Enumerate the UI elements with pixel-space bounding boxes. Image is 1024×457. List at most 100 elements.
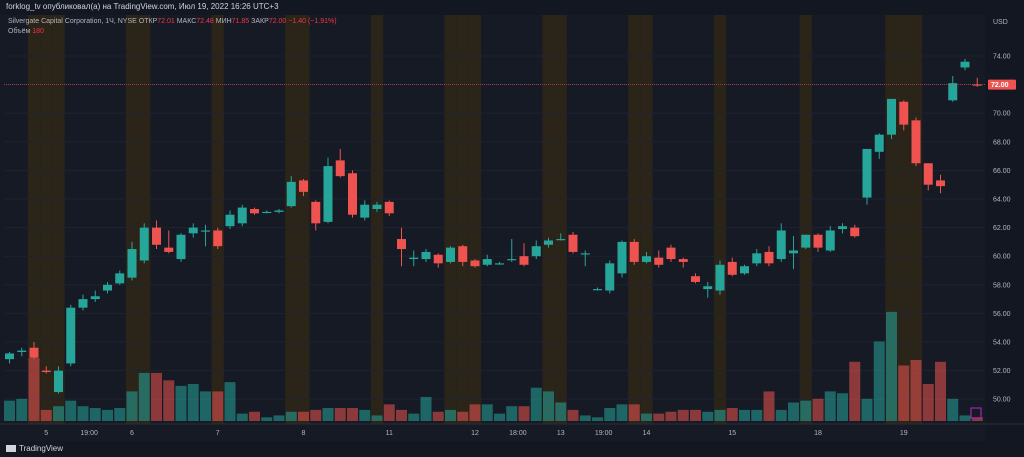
candle-body[interactable] (678, 259, 688, 262)
volume-bar (432, 411, 444, 421)
settings-marker-icon[interactable] (970, 407, 982, 419)
candle-body[interactable] (544, 240, 553, 245)
candle-body[interactable] (580, 253, 590, 255)
candle-body[interactable] (360, 204, 370, 218)
candle-body[interactable] (311, 201, 321, 224)
session-shade (211, 15, 224, 424)
candle-body[interactable] (666, 247, 676, 260)
y-tick-label: 52.00 (993, 368, 1011, 375)
tradingview-logo[interactable]: TradingView (6, 444, 63, 453)
candle-body[interactable] (740, 266, 749, 274)
candle-body[interactable] (164, 247, 174, 252)
candle-body[interactable] (250, 209, 259, 214)
candle-body[interactable] (887, 98, 896, 135)
currency-label: USD (993, 19, 1008, 26)
volume-bar (298, 411, 309, 421)
volume-bar (506, 406, 518, 421)
candle-body[interactable] (960, 61, 970, 68)
candle-body[interactable] (617, 241, 627, 274)
candle-body[interactable] (348, 173, 357, 215)
candle-body[interactable] (764, 251, 774, 264)
candle-body[interactable] (899, 101, 909, 125)
candle-body[interactable] (519, 256, 529, 265)
candle-body[interactable] (299, 180, 308, 192)
candle-body[interactable] (605, 263, 615, 291)
candle-body[interactable] (470, 260, 480, 267)
candle-body[interactable] (225, 214, 235, 227)
candle-body[interactable] (936, 180, 945, 187)
candle-body[interactable] (629, 241, 639, 262)
candle-body[interactable] (703, 286, 713, 290)
candle-body[interactable] (188, 227, 198, 234)
volume-bar (469, 404, 481, 421)
candle-body[interactable] (850, 227, 860, 237)
candle-body[interactable] (41, 370, 51, 373)
candle-body[interactable] (654, 257, 664, 265)
y-tick-label: 68.00 (993, 139, 1011, 146)
session-shade (909, 15, 923, 424)
y-tick-label: 70.00 (993, 111, 1011, 118)
candle-body[interactable] (384, 201, 394, 214)
candle-body[interactable] (593, 289, 602, 291)
candle-body[interactable] (152, 227, 161, 245)
candle-body[interactable] (29, 347, 39, 358)
candle-body[interactable] (323, 166, 333, 222)
candle-body[interactable] (813, 234, 823, 248)
candle-body[interactable] (972, 84, 982, 86)
candle-body[interactable] (691, 276, 700, 282)
candle-body[interactable] (446, 247, 455, 262)
candle-body[interactable] (115, 273, 125, 284)
volume-bar (702, 411, 714, 421)
candle-body[interactable] (862, 148, 872, 198)
candle-body[interactable] (372, 204, 382, 210)
candle-body[interactable] (433, 254, 443, 264)
candle-body[interactable] (103, 284, 112, 291)
candle-body[interactable] (139, 227, 149, 261)
candle-body[interactable] (286, 181, 296, 207)
candle-body[interactable] (409, 257, 419, 260)
candle-body[interactable] (507, 259, 517, 261)
candle-body[interactable] (531, 246, 541, 257)
candle-body[interactable] (397, 239, 406, 250)
volume-bar (53, 406, 64, 421)
candle-body[interactable] (90, 296, 100, 300)
footer-bar: TradingView (0, 441, 1024, 457)
candle-body[interactable] (789, 250, 798, 254)
candle-body[interactable] (54, 370, 63, 393)
candle-body[interactable] (495, 263, 504, 265)
x-tick-label: 11 (386, 430, 393, 437)
candle-body[interactable] (776, 230, 786, 260)
candle-body[interactable] (213, 230, 223, 247)
candle-body[interactable] (556, 239, 566, 241)
candle-body[interactable] (825, 230, 835, 251)
candle-body[interactable] (335, 160, 345, 177)
candle-body[interactable] (66, 307, 76, 364)
candle-body[interactable] (17, 350, 27, 353)
candle-body[interactable] (568, 234, 578, 252)
candle-body[interactable] (78, 299, 88, 308)
candle-body[interactable] (752, 253, 762, 264)
candle-body[interactable] (838, 226, 847, 230)
candle-body[interactable] (262, 211, 272, 214)
candle-body[interactable] (421, 251, 431, 260)
candle-body[interactable] (237, 207, 247, 224)
change-value: −1.40 (−1.91%) (288, 18, 337, 25)
candle-body[interactable] (482, 259, 492, 265)
candle-body[interactable] (274, 210, 284, 212)
candle-body[interactable] (201, 230, 210, 232)
candle-body[interactable] (176, 234, 186, 260)
candle-body[interactable] (923, 163, 933, 185)
candle-body[interactable] (948, 83, 958, 101)
session-shade (468, 15, 482, 424)
candle-body[interactable] (715, 264, 725, 291)
candle-body[interactable] (127, 249, 137, 278)
candle-body[interactable] (458, 246, 468, 262)
candle-body[interactable] (727, 261, 737, 275)
candle-body[interactable] (642, 256, 651, 262)
candle-body[interactable] (911, 120, 921, 164)
candle-body[interactable] (801, 234, 811, 248)
candle-body[interactable] (874, 134, 884, 152)
x-tick-label: 8 (302, 430, 306, 437)
candle-body[interactable] (5, 353, 14, 360)
